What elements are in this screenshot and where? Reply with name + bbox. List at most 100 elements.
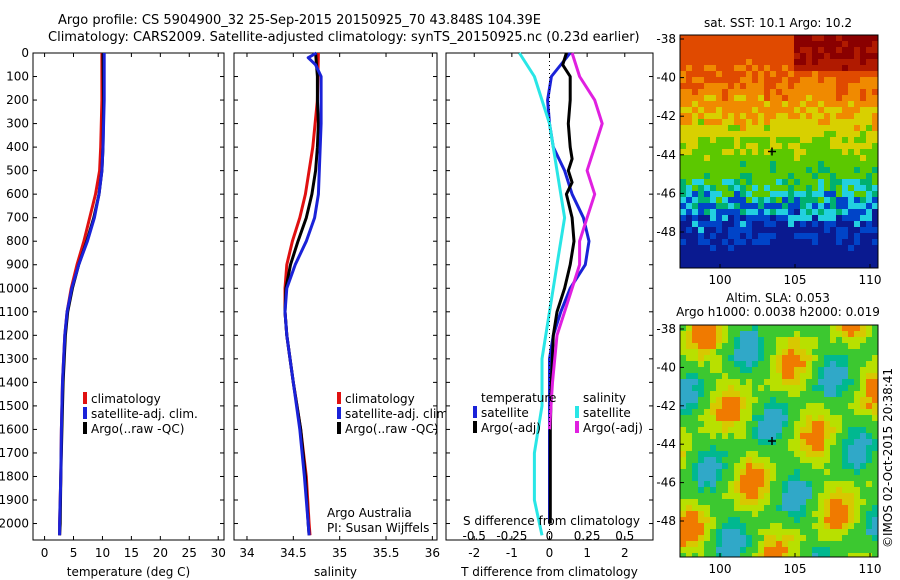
map-cell xyxy=(830,149,836,155)
map-cell xyxy=(698,391,704,397)
map-cell xyxy=(836,137,842,143)
map-cell xyxy=(794,143,800,149)
map-cell xyxy=(794,343,800,349)
map-cell xyxy=(770,167,776,173)
map-cell xyxy=(776,53,782,59)
map-cell xyxy=(704,251,710,257)
map-cell xyxy=(824,209,830,215)
map-cell xyxy=(818,361,824,367)
map-cell xyxy=(770,487,776,493)
map-cell xyxy=(806,403,812,409)
map-cell xyxy=(686,227,692,233)
map-cell xyxy=(764,421,770,427)
map-cell xyxy=(866,409,872,415)
map-cell xyxy=(722,209,728,215)
map-cell xyxy=(746,325,752,331)
map-cell xyxy=(836,251,842,257)
map-cell xyxy=(842,83,848,89)
map-cell xyxy=(734,41,740,47)
map-cell xyxy=(728,101,734,107)
map-cell xyxy=(782,385,788,391)
map-cell xyxy=(740,373,746,379)
map-cell xyxy=(758,331,764,337)
map-cell xyxy=(812,349,818,355)
map-cell xyxy=(722,59,728,65)
map-cell xyxy=(812,385,818,391)
map-cell xyxy=(794,535,800,541)
map-cell xyxy=(770,337,776,343)
map-cell xyxy=(854,77,860,83)
map-cell xyxy=(824,113,830,119)
map-cell xyxy=(794,221,800,227)
map-cell xyxy=(686,251,692,257)
map-cell xyxy=(866,245,872,251)
map-cell xyxy=(746,257,752,263)
legend-label: climatology xyxy=(91,392,161,406)
map-cell xyxy=(848,451,854,457)
map-cell xyxy=(782,149,788,155)
map-cell xyxy=(800,227,806,233)
map-cell xyxy=(770,143,776,149)
map-cell xyxy=(758,397,764,403)
map-cell xyxy=(818,167,824,173)
map-cell xyxy=(848,155,854,161)
map-cell xyxy=(722,221,728,227)
map-cell xyxy=(800,343,806,349)
map-cell xyxy=(848,143,854,149)
map-cell xyxy=(830,505,836,511)
map-cell xyxy=(740,161,746,167)
map-cell xyxy=(872,541,878,547)
map-cell xyxy=(728,119,734,125)
map-cell xyxy=(872,349,878,355)
map-cell xyxy=(794,215,800,221)
map-cell xyxy=(848,397,854,403)
map-cell xyxy=(854,53,860,59)
map-cell xyxy=(764,245,770,251)
map-cell xyxy=(758,215,764,221)
map-cell xyxy=(776,325,782,331)
map-cell xyxy=(698,107,704,113)
map-cell xyxy=(782,101,788,107)
map-cell xyxy=(830,95,836,101)
map-cell xyxy=(848,355,854,361)
map-cell xyxy=(704,149,710,155)
map-cell xyxy=(842,391,848,397)
map-cell xyxy=(836,197,842,203)
map-cell xyxy=(740,547,746,553)
map-cell xyxy=(680,421,686,427)
map-cell xyxy=(686,397,692,403)
map-cell xyxy=(686,179,692,185)
map-cell xyxy=(812,535,818,541)
map-cell xyxy=(692,487,698,493)
x-tick-label: -1 xyxy=(506,546,518,560)
map-sst-frame xyxy=(679,34,879,269)
map-cell xyxy=(704,185,710,191)
map-cell xyxy=(860,469,866,475)
map-cell xyxy=(854,529,860,535)
map-cell xyxy=(734,529,740,535)
map-cell xyxy=(692,83,698,89)
map-cell xyxy=(740,173,746,179)
map-cell xyxy=(698,179,704,185)
map-cell xyxy=(782,203,788,209)
map-cell xyxy=(800,487,806,493)
map-cell xyxy=(776,203,782,209)
map-cell xyxy=(782,47,788,53)
map-cell xyxy=(728,523,734,529)
map-cell xyxy=(770,95,776,101)
map-cell xyxy=(734,499,740,505)
map-cell xyxy=(872,41,878,47)
map-cell xyxy=(818,523,824,529)
map-cell xyxy=(746,185,752,191)
map-cell xyxy=(686,517,692,523)
map-cell xyxy=(734,167,740,173)
map-cell xyxy=(710,505,716,511)
map-cell xyxy=(872,155,878,161)
map-cell xyxy=(806,337,812,343)
map-cell xyxy=(770,137,776,143)
map-cell xyxy=(776,119,782,125)
map-cell xyxy=(776,547,782,553)
map-cell xyxy=(728,113,734,119)
map-cell xyxy=(698,523,704,529)
map-cell xyxy=(794,379,800,385)
